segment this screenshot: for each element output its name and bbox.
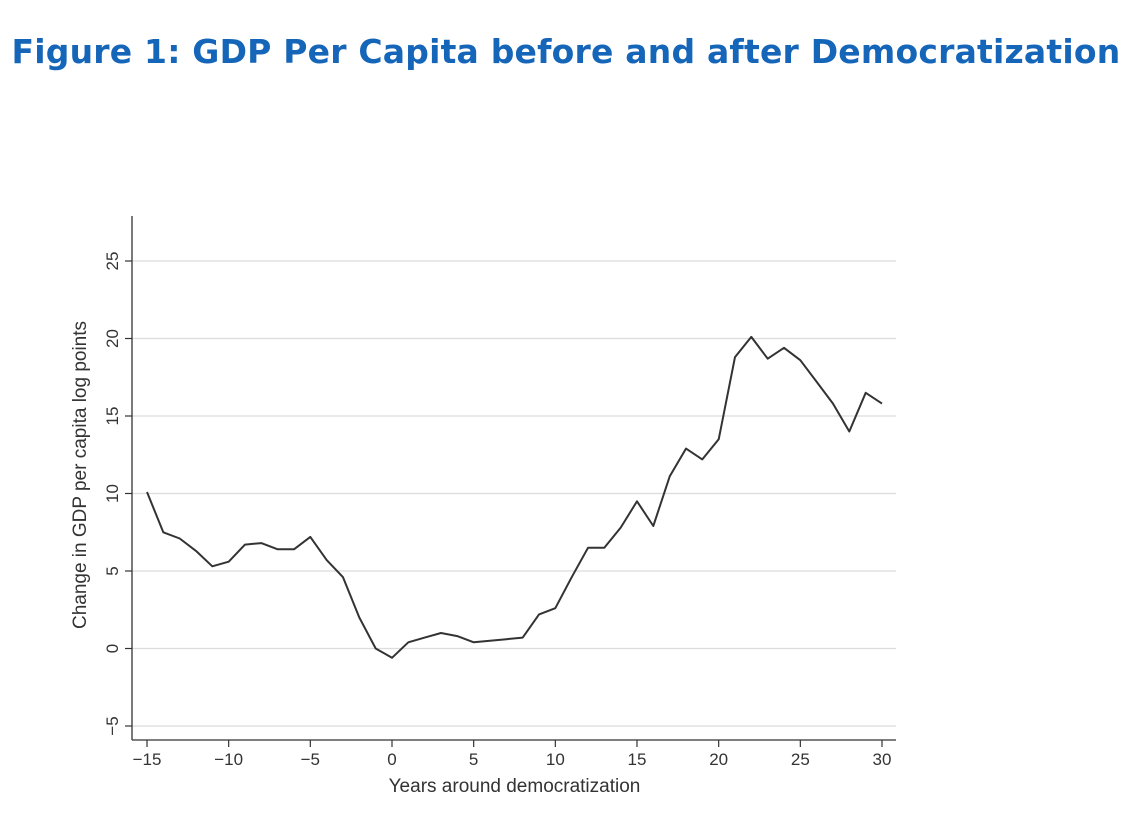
- data-point: [326, 559, 328, 561]
- data-point: [277, 548, 279, 550]
- data-point: [571, 576, 573, 578]
- figure-title: Figure 1: GDP Per Capita before and afte…: [11, 32, 1121, 71]
- data-point: [865, 392, 867, 394]
- data-point: [424, 637, 426, 639]
- y-tick-label: 10: [103, 484, 122, 503]
- data-point: [228, 561, 230, 563]
- y-tick-label: 20: [103, 329, 122, 348]
- data-point: [799, 359, 801, 361]
- data-point: [587, 547, 589, 549]
- y-axis-title: Change in GDP per capita log points: [70, 321, 91, 629]
- data-point: [195, 550, 197, 552]
- data-point: [881, 403, 883, 405]
- x-tick-label: 0: [387, 750, 396, 769]
- data-point: [554, 607, 556, 609]
- data-point: [375, 648, 377, 650]
- data-point: [342, 576, 344, 578]
- x-tick-label: −10: [214, 750, 243, 769]
- data-point: [391, 657, 393, 659]
- x-tick-label: 10: [546, 750, 565, 769]
- x-tick-label: 20: [709, 750, 728, 769]
- data-point: [244, 544, 246, 546]
- x-tick-label: 15: [628, 750, 647, 769]
- x-axis-title: Years around democratization: [389, 776, 641, 797]
- data-point: [473, 641, 475, 643]
- data-point: [783, 347, 785, 349]
- gridlines: [132, 260, 896, 727]
- data-point: [652, 525, 654, 527]
- y-tick-label: 15: [103, 407, 122, 426]
- data-point: [750, 336, 752, 338]
- x-tick-label: −15: [133, 750, 162, 769]
- x-tick-label: 5: [469, 750, 478, 769]
- data-point: [407, 641, 409, 643]
- data-point: [734, 356, 736, 358]
- data-point: [848, 431, 850, 433]
- y-tick-label: 25: [103, 252, 122, 271]
- y-tick-label: 0: [103, 644, 122, 653]
- data-point: [718, 438, 720, 440]
- data-point: [685, 448, 687, 450]
- data-point: [767, 358, 769, 360]
- y-tick-label: −5: [103, 716, 122, 735]
- data-point: [456, 635, 458, 637]
- data-point: [816, 381, 818, 383]
- series-line: [146, 335, 883, 659]
- x-tick-label: −5: [301, 750, 320, 769]
- x-tick-label: 25: [791, 750, 810, 769]
- data-point: [211, 565, 213, 567]
- data-point: [146, 491, 148, 493]
- data-point: [162, 531, 164, 533]
- data-point: [440, 632, 442, 634]
- data-point: [620, 527, 622, 529]
- data-point: [701, 458, 703, 460]
- data-point: [489, 640, 491, 642]
- series: [146, 335, 883, 659]
- x-ticks: −15 −10 −5 0 5 10 15 20 25 30: [133, 740, 892, 769]
- data-point: [260, 542, 262, 544]
- x-tick-label: 30: [873, 750, 892, 769]
- y-ticks: −5 0 5 10 15 20 25: [103, 252, 132, 736]
- data-point: [538, 613, 540, 615]
- data-point: [603, 547, 605, 549]
- data-point: [358, 617, 360, 619]
- data-point: [522, 637, 524, 639]
- data-point: [832, 403, 834, 405]
- data-point: [309, 536, 311, 538]
- data-point: [293, 548, 295, 550]
- data-point: [179, 537, 181, 539]
- data-point: [669, 475, 671, 477]
- data-point: [505, 638, 507, 640]
- data-point: [636, 500, 638, 502]
- y-tick-label: 5: [103, 566, 122, 575]
- axes: [131, 216, 896, 741]
